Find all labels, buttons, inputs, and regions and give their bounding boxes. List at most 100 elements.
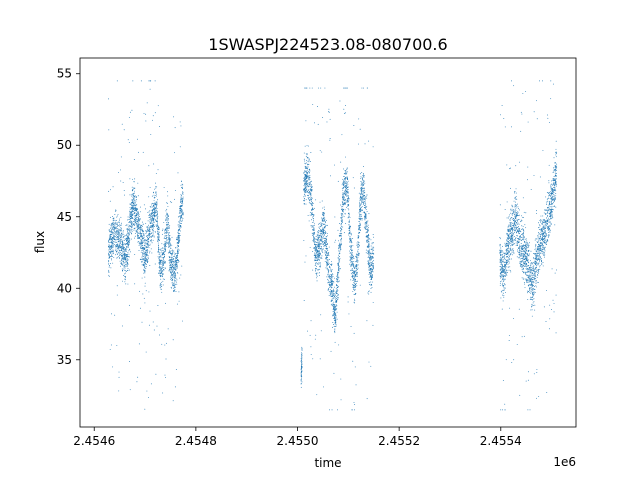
data-point [357,250,359,252]
data-point [117,236,118,238]
data-point [163,246,165,248]
data-point [136,195,137,197]
data-point [168,227,169,229]
data-point [112,228,113,230]
data-point [366,211,368,212]
data-point [152,233,154,235]
data-point [149,186,151,188]
data-point [171,259,173,261]
data-point [176,303,178,305]
data-point [339,100,341,102]
data-point [175,262,177,264]
data-point [350,261,352,263]
data-point [127,238,129,240]
data-point [115,234,117,236]
data-point [148,226,150,228]
data-point [128,116,130,118]
data-point [180,200,181,202]
data-point [180,206,182,207]
data-point [175,274,176,276]
data-point [358,227,360,229]
data-point [112,262,114,264]
data-point [313,241,315,243]
data-point [165,241,167,243]
data-point [108,252,110,254]
data-point [365,216,367,218]
data-point [129,216,131,218]
data-point [122,231,124,233]
data-point [309,194,311,195]
data-point [153,196,155,198]
data-point [158,247,160,249]
data-point [122,256,124,258]
data-point [161,230,163,232]
data-point [165,218,167,220]
data-point [329,118,331,120]
data-point [324,221,326,223]
data-point [171,287,173,289]
data-point [133,196,135,198]
data-point [124,265,126,267]
data-point [338,259,340,261]
data-point [146,252,148,254]
data-point [326,255,328,257]
data-point [113,241,115,242]
data-point [343,232,345,234]
data-point [173,276,175,278]
data-point [526,279,528,281]
data-point [117,230,119,232]
data-point [164,247,166,249]
data-point [151,217,153,219]
data-point [319,256,321,258]
data-point [150,225,152,227]
data-point [131,209,133,211]
data-point [313,221,315,223]
data-point [316,252,317,254]
data-point [304,162,306,164]
data-point [173,116,175,118]
data-point [137,221,139,223]
data-point [157,105,159,107]
data-point [108,251,110,253]
data-point [319,268,321,270]
data-point [118,390,120,392]
data-point [311,203,313,205]
data-point [309,214,311,216]
data-point [129,210,131,212]
data-point [368,293,370,295]
data-point [162,275,163,277]
data-point [368,253,370,255]
data-point [338,245,340,247]
data-point [368,290,370,292]
data-point [124,269,126,271]
data-point [355,267,357,269]
data-point [343,185,344,186]
data-point [329,285,331,287]
data-point [158,267,160,268]
data-point [153,214,155,215]
data-point [161,291,163,293]
data-point [144,270,146,272]
data-point [328,287,330,289]
data-point [354,284,356,285]
data-point [131,217,133,219]
data-point [174,264,176,266]
data-point [316,394,318,396]
data-point [361,87,363,89]
data-point [352,284,354,286]
data-point [168,236,170,238]
data-point [144,269,146,271]
data-point [328,246,330,248]
data-point [357,267,359,269]
data-point [370,245,372,247]
data-point [307,191,309,193]
data-point [162,273,164,275]
data-point [351,254,353,255]
data-point [330,268,332,270]
data-point [132,211,134,212]
data-point [166,208,168,210]
data-point [310,152,312,153]
data-point [358,243,359,245]
data-point [154,218,156,220]
